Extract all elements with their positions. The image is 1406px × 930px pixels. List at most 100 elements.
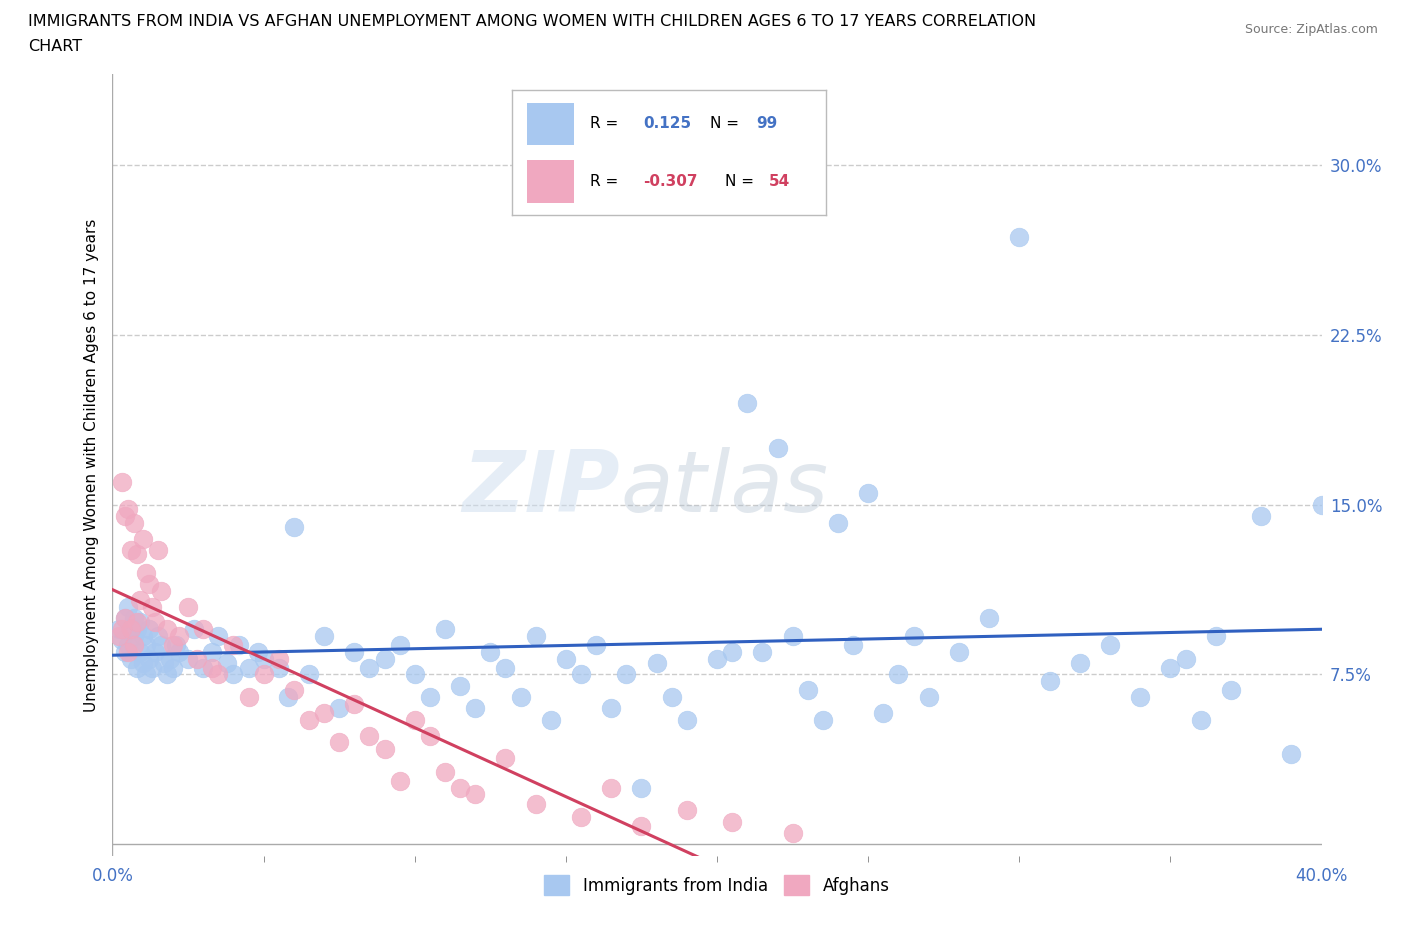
Point xyxy=(1069,656,1091,671)
Point xyxy=(388,638,411,653)
Point xyxy=(162,638,184,653)
Point xyxy=(183,622,205,637)
Point xyxy=(977,610,1000,625)
Point xyxy=(540,712,562,727)
Point xyxy=(298,667,321,682)
Point xyxy=(222,638,245,653)
Point xyxy=(141,599,163,614)
Point xyxy=(314,706,336,721)
Point xyxy=(277,690,299,705)
Point xyxy=(267,651,290,666)
Point xyxy=(107,629,129,644)
Point xyxy=(125,622,148,637)
Point xyxy=(388,774,411,789)
Text: CHART: CHART xyxy=(28,39,82,54)
Point xyxy=(1310,498,1333,512)
Point xyxy=(128,615,150,630)
Point xyxy=(359,660,381,675)
Point xyxy=(201,660,224,675)
Point xyxy=(737,395,759,410)
Point xyxy=(1220,683,1243,698)
Point xyxy=(645,656,668,671)
Point xyxy=(128,644,150,659)
Point xyxy=(1250,509,1272,524)
Point xyxy=(162,660,184,675)
Point xyxy=(122,629,145,644)
Point xyxy=(842,638,865,653)
Point xyxy=(132,656,155,671)
Point xyxy=(122,610,145,625)
Point xyxy=(149,638,172,653)
Point xyxy=(616,667,638,682)
Point xyxy=(872,706,894,721)
Point xyxy=(125,615,148,630)
Point xyxy=(222,667,245,682)
Point xyxy=(132,531,155,546)
Point xyxy=(464,701,486,716)
Point xyxy=(918,690,941,705)
Point xyxy=(149,583,172,598)
Point xyxy=(404,712,426,727)
Point xyxy=(135,565,157,580)
Point xyxy=(125,547,148,562)
Point xyxy=(766,441,789,456)
Point xyxy=(217,656,239,671)
Point xyxy=(253,651,276,666)
Point xyxy=(675,803,697,817)
Point xyxy=(675,712,697,727)
Point xyxy=(1189,712,1212,727)
Point xyxy=(138,577,160,591)
Point xyxy=(228,638,250,653)
Point xyxy=(374,742,396,757)
Point xyxy=(796,683,818,698)
Point xyxy=(156,622,179,637)
Point xyxy=(283,520,305,535)
Point xyxy=(721,644,744,659)
Point xyxy=(887,667,910,682)
Point xyxy=(114,610,136,625)
Point xyxy=(167,644,190,659)
Point xyxy=(191,622,214,637)
Point xyxy=(114,509,136,524)
Point xyxy=(253,667,276,682)
Point xyxy=(238,660,260,675)
Point xyxy=(419,728,441,743)
Point xyxy=(114,610,136,625)
Point xyxy=(128,592,150,607)
Point xyxy=(143,644,166,659)
Point xyxy=(283,683,305,698)
Point xyxy=(495,660,517,675)
Point xyxy=(433,764,456,779)
Text: atlas: atlas xyxy=(620,447,828,530)
Point xyxy=(167,629,190,644)
Point xyxy=(267,660,290,675)
Point xyxy=(419,690,441,705)
Point xyxy=(207,667,229,682)
Point xyxy=(495,751,517,765)
Point xyxy=(630,780,652,795)
Point xyxy=(343,644,366,659)
Point xyxy=(122,515,145,530)
Y-axis label: Unemployment Among Women with Children Ages 6 to 17 years: Unemployment Among Women with Children A… xyxy=(83,219,98,711)
Text: ZIP: ZIP xyxy=(463,447,620,530)
Point xyxy=(524,796,547,811)
Point xyxy=(1038,674,1062,689)
Text: IMMIGRANTS FROM INDIA VS AFGHAN UNEMPLOYMENT AMONG WOMEN WITH CHILDREN AGES 6 TO: IMMIGRANTS FROM INDIA VS AFGHAN UNEMPLOY… xyxy=(28,14,1036,29)
Point xyxy=(569,667,592,682)
Point xyxy=(328,735,350,750)
Point xyxy=(153,656,176,671)
Point xyxy=(125,660,148,675)
Point xyxy=(1159,660,1181,675)
Point xyxy=(156,667,179,682)
Point xyxy=(827,515,849,530)
Point xyxy=(120,651,142,666)
Point xyxy=(433,622,456,637)
Point xyxy=(524,629,547,644)
Point xyxy=(186,651,208,666)
Point xyxy=(449,678,471,693)
Point xyxy=(509,690,531,705)
Point xyxy=(135,638,157,653)
Point xyxy=(122,638,145,653)
Point xyxy=(110,474,132,489)
Point xyxy=(143,615,166,630)
